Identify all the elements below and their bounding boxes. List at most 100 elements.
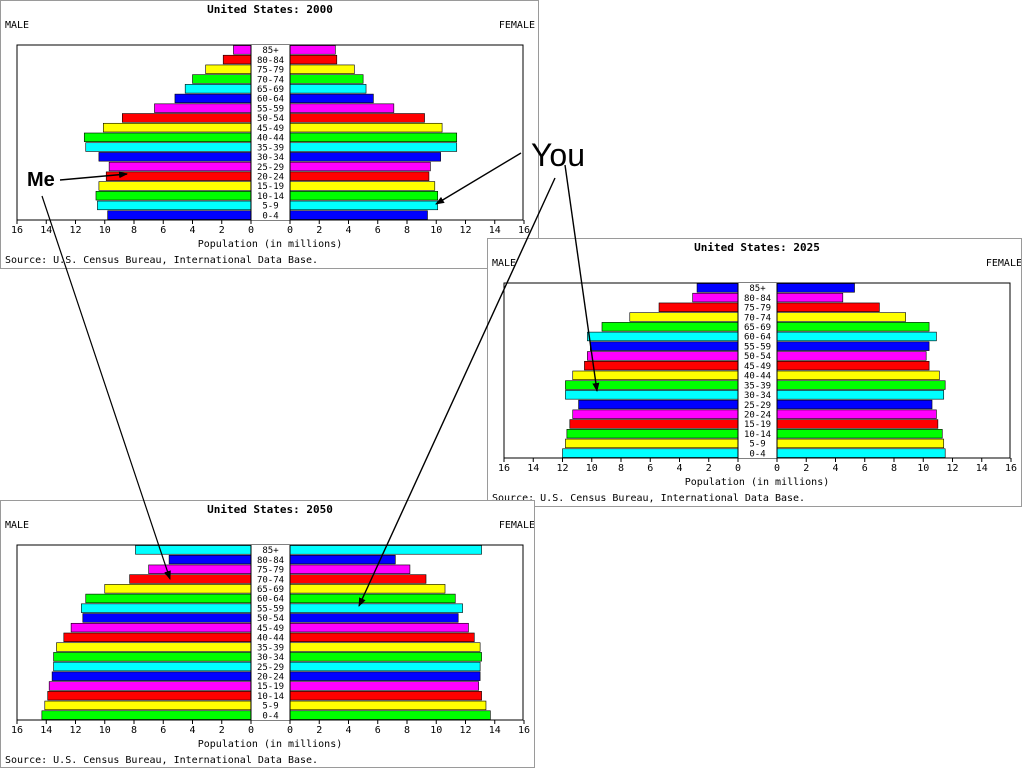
you-arrow-2025 — [564, 164, 600, 392]
female-label: FEMALE — [499, 520, 534, 531]
x-axis-label: Population (in millions) — [685, 477, 830, 488]
tick-label: 0 — [248, 225, 254, 236]
age-group-label: 60-64 — [257, 95, 284, 105]
tick-label: 4 — [345, 725, 351, 736]
age-group-label: 35-39 — [744, 381, 771, 391]
tick-label: 16 — [11, 225, 23, 236]
pyramid-2025-chart: United States: 2025 MALE FEMALE 0-45-910-14… — [492, 241, 1021, 504]
x-axis-label: Population (in millions) — [198, 739, 343, 750]
age-group-label: 25-29 — [744, 401, 771, 411]
tick-label: 16 — [498, 463, 510, 474]
tick-label: 4 — [676, 463, 682, 474]
tick-label: 8 — [891, 463, 897, 474]
age-group-label: 5-9 — [749, 440, 765, 450]
age-group-label: 65-69 — [257, 585, 284, 595]
age-group-label: 70-74 — [744, 313, 771, 323]
tick-label: 2 — [316, 725, 322, 736]
tick-label: 4 — [345, 225, 351, 236]
male-label: MALE — [492, 258, 516, 269]
tick-label: 16 — [518, 225, 530, 236]
tick-label: 4 — [189, 225, 195, 236]
tick-label: 6 — [160, 225, 166, 236]
tick-label: 10 — [430, 725, 442, 736]
age-group-label: 70-74 — [257, 575, 284, 585]
age-group-label: 45-49 — [257, 124, 284, 134]
age-group-label: 5-9 — [262, 202, 278, 212]
age-group-label: 10-14 — [744, 430, 771, 440]
age-group-label: 20-24 — [257, 173, 284, 183]
age-group-label: 60-64 — [744, 333, 771, 343]
tick-label: 12 — [556, 463, 568, 474]
tick-label: 14 — [40, 225, 52, 236]
age-group-label: 55-59 — [257, 604, 284, 614]
age-group-label: 35-39 — [257, 643, 284, 653]
age-group-label: 10-14 — [257, 192, 284, 202]
tick-label: 10 — [99, 225, 111, 236]
tick-label: 16 — [1005, 463, 1017, 474]
tick-label: 14 — [40, 725, 52, 736]
tick-label: 8 — [131, 225, 137, 236]
female-label: FEMALE — [499, 20, 535, 31]
age-group-label: 40-44 — [257, 634, 284, 644]
you-annotation-label: You — [531, 137, 585, 173]
age-group-label: 30-34 — [744, 391, 771, 401]
age-group-label: 40-44 — [744, 372, 771, 382]
tick-label: 12 — [69, 225, 81, 236]
age-group-label: 55-59 — [744, 342, 771, 352]
source-note: Source: U.S. Census Bureau, Internationa… — [5, 255, 318, 266]
tick-label: 12 — [946, 463, 958, 474]
tick-label: 14 — [489, 225, 501, 236]
pyramid-2050-panel: United States: 2050 MALE FEMALE 0-4 5-9 10-14… — [0, 500, 535, 768]
age-group-label: 80-84 — [257, 56, 284, 66]
tick-label: 0 — [735, 463, 741, 474]
age-group-label: 10-14 — [257, 692, 284, 702]
tick-label: 12 — [69, 725, 81, 736]
me-annotation-label: Me — [27, 169, 55, 191]
tick-label: 16 — [518, 725, 530, 736]
age-group-label: 85+ — [749, 284, 766, 294]
age-group-label: 30-34 — [257, 653, 284, 663]
me-arrow-2000 — [59, 171, 128, 181]
age-group-label: 50-54 — [257, 614, 284, 624]
you-arrow-2000 — [435, 152, 522, 205]
age-group-label: 25-29 — [257, 163, 284, 173]
tick-label: 0 — [287, 225, 293, 236]
age-group-label: 0-4 — [749, 449, 765, 459]
age-group-label: 70-74 — [257, 75, 284, 85]
tick-label: 10 — [430, 225, 442, 236]
male-label: MALE — [5, 20, 29, 31]
tick-label: 6 — [375, 725, 381, 736]
age-group-label: 75-79 — [257, 66, 284, 76]
age-group-label: 40-44 — [257, 134, 284, 144]
age-group-label: 75-79 — [744, 304, 771, 314]
tick-label: 10 — [99, 725, 111, 736]
me-arrow-2050 — [41, 195, 171, 580]
female-label: FEMALE — [986, 258, 1021, 269]
tick-label: 0 — [248, 725, 254, 736]
age-group-label: 65-69 — [744, 323, 771, 333]
tick-label: 8 — [618, 463, 624, 474]
age-label-strip — [251, 545, 290, 720]
tick-label: 16 — [11, 725, 23, 736]
pyramid-2000-panel: United States: 2000 MALE FEMALE 0-4 5-9 10-14… — [0, 0, 539, 269]
age-group-label: 50-54 — [257, 114, 284, 124]
tick-label: 10 — [586, 463, 598, 474]
age-group-label: 0-4 — [262, 711, 278, 721]
age-group-label: 80-84 — [744, 294, 771, 304]
pyramid-2000-chart: United States: 2000 MALE FEMALE 0-45-910-14… — [5, 3, 535, 266]
tick-label: 2 — [219, 725, 225, 736]
source-note: Source: U.S. Census Bureau, Internationa… — [5, 755, 318, 766]
age-group-label: 30-34 — [257, 153, 284, 163]
tick-label: 6 — [375, 225, 381, 236]
tick-label: 14 — [489, 725, 501, 736]
source-note: Source: U.S. Census Bureau, Internationa… — [492, 493, 805, 504]
chart-title: United States: 2050 — [207, 503, 333, 516]
age-group-label: 85+ — [262, 46, 279, 56]
tick-label: 8 — [404, 725, 410, 736]
age-group-label: 15-19 — [257, 182, 284, 192]
age-label-strip — [738, 283, 777, 458]
age-group-label: 50-54 — [744, 352, 771, 362]
age-group-label: 85+ — [262, 546, 279, 556]
age-group-label: 75-79 — [257, 566, 284, 576]
